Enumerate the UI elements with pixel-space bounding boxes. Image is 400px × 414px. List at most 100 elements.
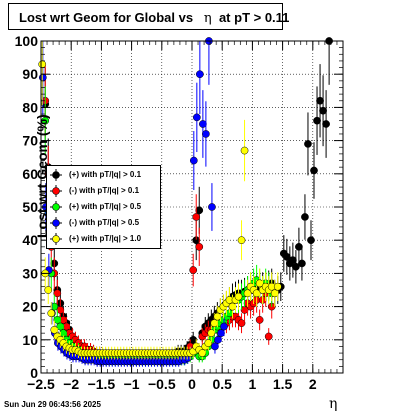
data-point bbox=[273, 272, 282, 302]
point-marker bbox=[192, 113, 201, 122]
point-marker bbox=[189, 156, 198, 165]
point-marker bbox=[295, 242, 303, 251]
legend-entry: (-) with pT/|q| > 0.5 bbox=[47, 215, 160, 231]
axis-ticks bbox=[40, 40, 344, 374]
legend-label: (-) with pT/|q| > 0.5 bbox=[69, 218, 140, 227]
point-marker bbox=[310, 166, 318, 175]
point-marker bbox=[252, 289, 261, 298]
point-marker bbox=[53, 316, 62, 324]
data-point bbox=[189, 131, 198, 191]
data-point bbox=[304, 112, 312, 176]
point-marker bbox=[270, 289, 279, 298]
y-tick-label: 50 bbox=[22, 199, 38, 215]
point-marker bbox=[255, 279, 264, 288]
point-marker bbox=[195, 206, 204, 215]
data-point bbox=[316, 64, 324, 138]
data-point bbox=[47, 302, 56, 325]
data-point bbox=[240, 119, 249, 182]
series-4 bbox=[38, 41, 282, 360]
data-point bbox=[322, 90, 330, 158]
point-marker bbox=[38, 73, 47, 82]
point-marker bbox=[264, 332, 273, 341]
legend-marker-icon bbox=[50, 169, 62, 181]
data-point bbox=[243, 279, 252, 307]
point-marker bbox=[53, 289, 62, 298]
point-marker bbox=[199, 120, 207, 128]
legend-marker-icon bbox=[50, 201, 62, 213]
data-series bbox=[38, 37, 333, 367]
data-point bbox=[234, 283, 243, 310]
data-point bbox=[44, 276, 53, 304]
chart-title: Lost wrt Geom for Global vs η at pT > 0.… bbox=[8, 3, 289, 30]
point-marker bbox=[56, 322, 65, 331]
x-tick-label: −1 bbox=[124, 376, 140, 392]
x-tick-label: 2 bbox=[309, 376, 317, 392]
data-point bbox=[192, 82, 201, 153]
point-marker bbox=[237, 236, 246, 245]
legend-entry: (+) with pT/|q| > 1.0 bbox=[47, 231, 160, 247]
data-point bbox=[255, 309, 264, 331]
data-point bbox=[199, 90, 207, 158]
data-point bbox=[237, 313, 246, 334]
data-point bbox=[214, 331, 222, 348]
data-point bbox=[211, 339, 219, 354]
point-marker bbox=[50, 325, 59, 334]
point-marker bbox=[292, 262, 300, 271]
point-marker bbox=[198, 349, 207, 357]
data-point bbox=[41, 86, 50, 155]
data-point bbox=[213, 305, 222, 328]
y-tick-label: 100 bbox=[15, 33, 39, 49]
chart-title-eta: η bbox=[203, 11, 212, 26]
y-tick-label: 0 bbox=[30, 365, 38, 381]
data-point bbox=[270, 279, 279, 307]
point-marker bbox=[211, 342, 219, 351]
point-marker bbox=[273, 282, 282, 291]
point-marker bbox=[56, 306, 65, 314]
point-marker bbox=[243, 289, 252, 298]
data-point bbox=[196, 41, 204, 115]
chart-title-suffix: at pT > 0.11 bbox=[218, 10, 290, 25]
data-point bbox=[198, 346, 207, 360]
point-marker bbox=[192, 213, 201, 221]
data-point bbox=[53, 279, 62, 307]
data-point bbox=[195, 227, 204, 266]
x-tick-label: 0 bbox=[188, 376, 196, 392]
x-tick-label: 1.5 bbox=[273, 376, 293, 392]
point-marker bbox=[234, 292, 243, 301]
y-tick-label: 60 bbox=[22, 166, 38, 182]
data-point bbox=[282, 238, 291, 275]
data-point bbox=[195, 186, 204, 234]
data-point bbox=[202, 101, 210, 167]
point-marker bbox=[50, 302, 59, 311]
point-marker bbox=[237, 319, 246, 328]
data-point bbox=[298, 246, 306, 281]
data-point bbox=[205, 37, 213, 85]
y-tick-label: 70 bbox=[22, 133, 38, 149]
x-tick-label: 0.5 bbox=[212, 376, 232, 392]
y-tick-label: 90 bbox=[22, 66, 38, 82]
y-tick-label: 40 bbox=[22, 232, 38, 248]
legend: (+) with pT/|q| > 0.1 (-) with pT/|q| > … bbox=[46, 165, 161, 249]
data-point bbox=[208, 183, 216, 231]
point-marker bbox=[204, 339, 213, 347]
point-marker bbox=[47, 309, 56, 318]
x-tick-label: −1.5 bbox=[88, 376, 116, 392]
legend-entry: (+) with pT/|q| > 0.5 bbox=[47, 199, 160, 215]
timestamp: Sun Jun 29 06:43:56 2025 bbox=[4, 400, 101, 409]
point-marker bbox=[316, 96, 324, 105]
point-marker bbox=[189, 335, 198, 344]
legend-label: (+) with pT/|q| > 1.0 bbox=[69, 234, 142, 243]
legend-marker-icon bbox=[50, 185, 62, 197]
point-marker bbox=[319, 106, 327, 115]
axis-tick-labels: −2.5 −2 −1.5 −1 −0.5 0 0.5 1 1.5 2010203040506070… bbox=[15, 33, 317, 392]
data-point bbox=[325, 37, 333, 85]
point-marker bbox=[228, 302, 237, 311]
point-marker bbox=[202, 130, 210, 138]
y-tick-label: 30 bbox=[22, 265, 38, 281]
point-marker bbox=[322, 120, 330, 128]
point-marker bbox=[38, 60, 47, 69]
point-marker bbox=[240, 146, 249, 155]
legend-marker-icon bbox=[50, 217, 62, 229]
y-tick-label: 20 bbox=[22, 299, 38, 315]
